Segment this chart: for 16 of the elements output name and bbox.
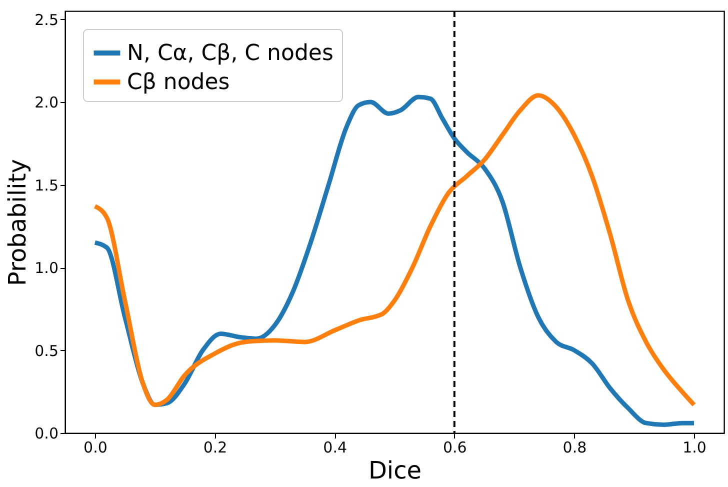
legend-label: N, Cα, Cβ, C nodes (127, 41, 334, 66)
y-tick-label: 0.0 (34, 424, 58, 442)
y-tick-label: 1.0 (34, 259, 58, 278)
x-tick-label: 0.2 (203, 438, 228, 456)
y-tick-label: 2.0 (34, 94, 58, 112)
legend-label: Cβ nodes (127, 70, 230, 95)
x-axis-title: Dice (368, 456, 422, 484)
y-tick-label: 2.5 (34, 10, 58, 29)
x-tick-label: 0.4 (323, 438, 348, 456)
y-tick-label: 1.5 (34, 176, 58, 194)
x-tick-label: 0.6 (442, 438, 467, 456)
y-axis-title: Probability (4, 159, 32, 286)
x-tick-label: 0.8 (562, 438, 587, 456)
x-tick-label: 1.0 (682, 438, 706, 456)
x-tick-label: 0.0 (84, 438, 108, 456)
y-tick-label: 0.5 (34, 342, 58, 360)
